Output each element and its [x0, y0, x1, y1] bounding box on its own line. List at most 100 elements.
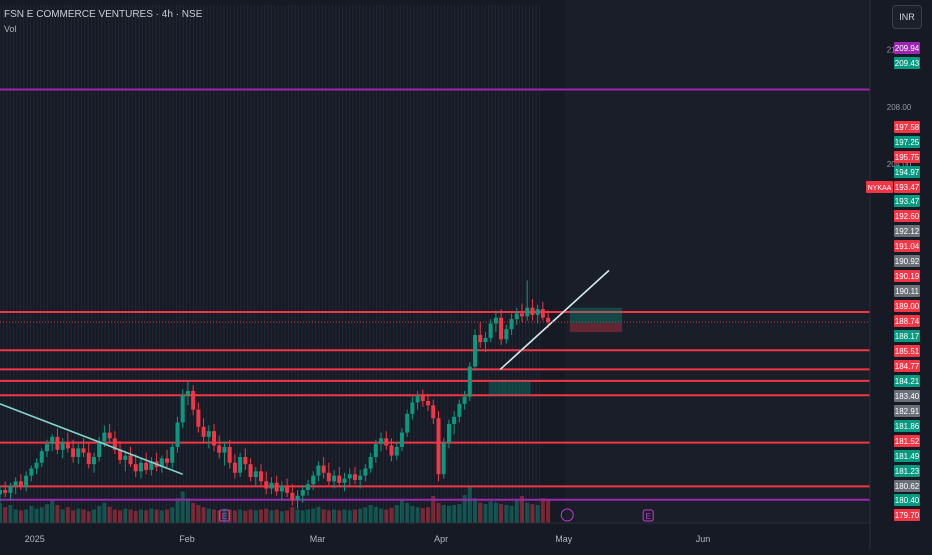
candle-body	[232, 462, 237, 473]
candle-body	[34, 462, 39, 469]
candle	[467, 362, 472, 401]
price-badge-box	[894, 210, 920, 222]
volume-bar	[24, 509, 29, 523]
volume-bar	[112, 509, 117, 523]
volume-bar	[39, 507, 44, 523]
price-badge-value: 183.40	[895, 392, 920, 401]
candle-body	[441, 442, 446, 475]
candle-body	[295, 495, 300, 501]
candle	[441, 438, 446, 479]
volume-bar	[478, 502, 483, 523]
candle	[535, 304, 540, 324]
candle-body	[368, 456, 373, 469]
candle-body	[399, 432, 404, 447]
candle-body	[426, 401, 431, 406]
volume-bar	[180, 491, 185, 523]
volume-bar	[133, 510, 138, 523]
candle	[540, 301, 545, 321]
price-badge-value: 184.21	[895, 377, 920, 386]
candle-body	[170, 446, 175, 463]
candle-body	[546, 317, 551, 323]
candle-body	[264, 481, 269, 489]
time-tick-label: Jun	[696, 534, 711, 544]
price-badge: 180.62	[894, 480, 920, 492]
volume-bar	[535, 505, 540, 523]
price-badge-box	[894, 57, 920, 69]
volume-bar	[71, 510, 76, 523]
candle-body	[60, 442, 65, 450]
volume-series	[0, 487, 551, 523]
volume-bar	[144, 510, 149, 523]
price-badge-value: 209.43	[895, 59, 920, 68]
candle-body	[3, 489, 8, 493]
price-badge: 209.43	[894, 57, 920, 69]
volume-bar	[206, 508, 211, 523]
price-badge-box	[894, 405, 920, 417]
candle	[55, 428, 60, 455]
candle-body	[201, 426, 206, 437]
candle-body	[285, 485, 290, 493]
trendline	[0, 403, 183, 475]
price-badge: 188.17	[894, 330, 920, 342]
trendline	[499, 269, 610, 371]
price-badge: 197.25	[894, 136, 920, 148]
price-badge-box	[894, 270, 920, 282]
volume-label: Vol	[4, 24, 17, 34]
candle-body	[405, 413, 410, 433]
candle	[243, 448, 248, 470]
price-badge: 181.49	[894, 450, 920, 462]
volume-bar	[34, 508, 39, 523]
price-badge: 181.23	[894, 465, 920, 477]
price-badge: 191.04	[894, 240, 920, 252]
candle-body	[274, 482, 279, 492]
candle-body	[389, 445, 394, 456]
future-region	[565, 0, 870, 523]
candle	[509, 313, 514, 335]
volume-bar	[326, 510, 331, 523]
candle	[504, 324, 509, 344]
candle	[305, 479, 310, 496]
candle	[144, 452, 149, 475]
candle	[217, 435, 222, 459]
currency-button[interactable]: INR	[892, 5, 922, 29]
volume-bar	[259, 509, 263, 523]
candle	[410, 396, 415, 420]
candle	[185, 380, 190, 406]
price-badge: 188.74	[894, 315, 920, 327]
volume-bar	[102, 502, 107, 523]
price-badge-value: 197.58	[895, 123, 920, 132]
volume-bar	[352, 509, 357, 523]
price-badge: 209.94	[894, 42, 920, 54]
candle	[358, 469, 363, 489]
price-badge-value: 181.86	[895, 422, 920, 431]
price-badge-box	[894, 42, 920, 54]
candle	[232, 454, 237, 479]
price-badge-box	[894, 121, 920, 133]
candle	[201, 418, 206, 443]
time-tick-label: 2025	[25, 534, 45, 544]
price-badge-value: 194.97	[895, 168, 920, 177]
volume-bar	[170, 507, 175, 523]
candle	[227, 439, 232, 469]
candle-body	[44, 444, 49, 452]
price-badge-value: 185.51	[895, 347, 920, 356]
dividend-marker	[560, 508, 574, 522]
earnings-marker-label: E	[222, 512, 227, 521]
candle-body	[540, 309, 545, 318]
volume-bar	[86, 511, 91, 523]
candle	[405, 409, 410, 437]
volume-bar	[13, 509, 18, 523]
volume-bar	[196, 505, 201, 523]
candle	[457, 399, 462, 423]
price-badge-value: 209.94	[895, 44, 920, 53]
volume-bar	[452, 505, 457, 523]
candle	[483, 332, 488, 353]
price-badge-box	[894, 435, 920, 447]
candle	[44, 439, 49, 457]
candle-body	[535, 309, 540, 315]
price-badge: 183.40	[894, 390, 920, 402]
price-badge-box	[894, 450, 920, 462]
candle-body	[342, 478, 347, 483]
